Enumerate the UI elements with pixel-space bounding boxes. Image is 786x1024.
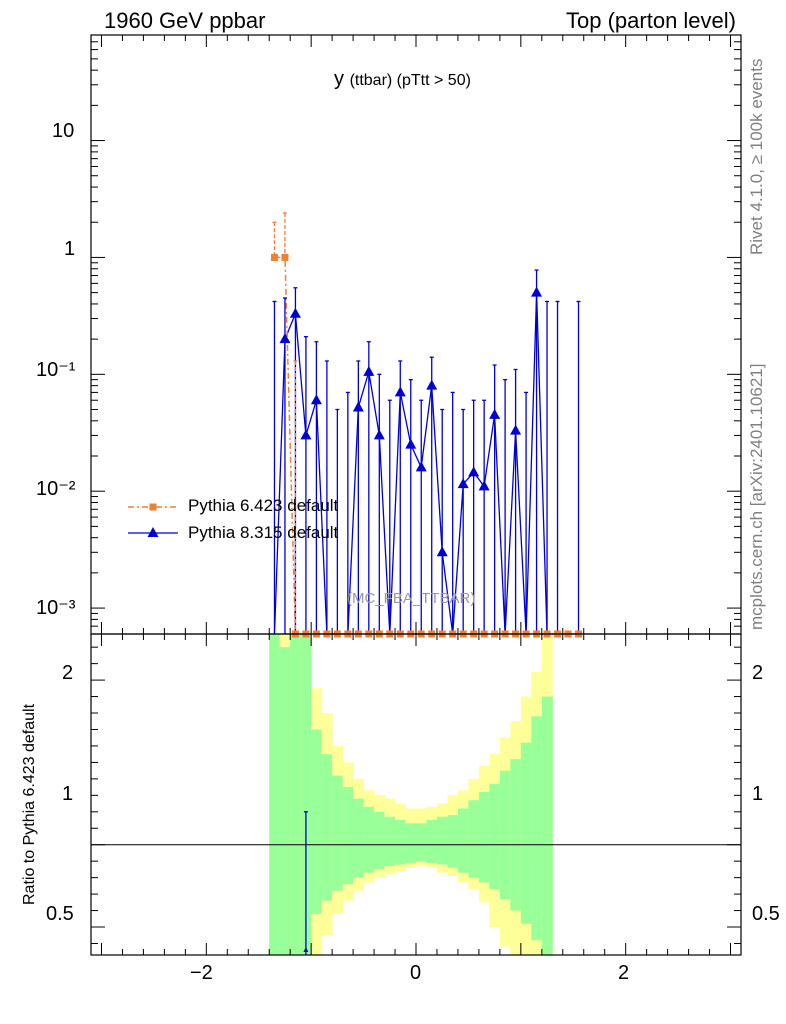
energy-header: 1960 GeV ppbar — [104, 8, 265, 34]
ratio-band-inner-bin — [416, 823, 427, 861]
process-header: Top (parton level) — [566, 8, 736, 34]
pythia8-marker — [290, 308, 301, 318]
y-tick-label: 10 — [52, 120, 74, 143]
series-line-pythia8 — [275, 293, 579, 634]
x-tick-label: 2 — [618, 962, 629, 985]
pythia8-marker — [489, 409, 500, 419]
plot-title: y (ttbar) (pTtt > 50) — [334, 68, 471, 91]
legend-marker-pythia8 — [148, 527, 159, 537]
legend-entry-pythia6: Pythia 6.423 default — [188, 496, 338, 516]
ratio-band-inner-bin — [280, 647, 291, 955]
pythia6-marker — [281, 254, 288, 261]
ratio-band-inner-bin — [458, 808, 469, 872]
pythia8-marker — [353, 402, 364, 412]
pythia8-marker — [300, 429, 311, 439]
ratio-band-inner-bin — [311, 729, 322, 913]
chart-canvas — [0, 0, 786, 1024]
series-line-pythia6 — [275, 257, 579, 634]
analysis-watermark: (MC_FBA_TTBAR) — [347, 590, 475, 607]
ratio-band-inner-bin — [437, 817, 448, 865]
ratio-band-inner-bin — [426, 820, 437, 863]
ratio-y-tick-label-right: 2 — [752, 662, 763, 685]
ratio-band-inner-bin — [479, 792, 490, 883]
ratio-y-tick-label: 0.5 — [46, 903, 74, 926]
y-tick-label: 10⁻¹ — [36, 357, 75, 382]
rivet-version-label: Rivet 4.1.0, ≥ 100k events — [747, 59, 767, 255]
pythia8-marker — [279, 333, 290, 343]
y-tick-label: 1 — [64, 238, 75, 261]
ratio-band-inner-bin — [385, 817, 396, 866]
legend-marker-pythia6 — [150, 504, 157, 511]
pythia8-marker — [416, 461, 427, 471]
ratio-band-inner-bin — [531, 716, 542, 940]
ratio-band-inner-bin — [353, 799, 364, 878]
pythia8-marker — [531, 287, 542, 297]
y-tick-label: 10⁻² — [36, 476, 75, 501]
ratio-y-tick-label-right: 1 — [752, 783, 763, 806]
pythia8-marker — [395, 386, 406, 396]
main-panel-plot — [271, 213, 582, 638]
ratio-panel-frame — [91, 634, 741, 955]
pythia8-marker — [437, 546, 448, 556]
ratio-band-inner-bin — [500, 771, 511, 899]
pythia8-marker — [311, 394, 322, 404]
ratio-band-inner-bin — [322, 754, 333, 901]
ratio-band-inner-bin — [332, 776, 343, 891]
ratio-band-inner-bin — [542, 697, 553, 955]
ratio-band-inner-bin — [489, 784, 500, 889]
plot-title-sub: (ttbar) (pTtt > 50) — [350, 72, 471, 89]
y-tick-label: 10⁻³ — [36, 595, 75, 620]
mcplots-url-label: mcplots.cern.ch [arXiv:2401.10621] — [747, 364, 767, 630]
ratio-band-inner-bin — [406, 823, 417, 863]
x-tick-label: 0 — [410, 962, 421, 985]
pythia8-marker — [426, 380, 437, 390]
legend-markers — [128, 504, 178, 538]
ratio-band-inner-bin — [269, 634, 280, 955]
x-tick-label: −2 — [190, 962, 213, 985]
plot-title-main: y — [334, 68, 344, 90]
ratio-y-axis-label: Ratio to Pythia 6.423 default — [21, 704, 39, 905]
ratio-y-tick-label: 1 — [62, 783, 73, 806]
pythia6-marker — [271, 254, 278, 261]
legend-entry-pythia8: Pythia 8.315 default — [188, 523, 338, 543]
ratio-band-inner-bin — [395, 820, 406, 864]
ratio-band-inner-bin — [343, 787, 354, 884]
ratio-band-inner-bin — [510, 759, 521, 910]
ratio-band-inner-bin — [364, 807, 375, 873]
ratio-band-inner-bin — [521, 743, 532, 924]
pythia8-marker — [468, 466, 479, 476]
main-panel-frame — [91, 35, 741, 634]
ratio-band-inner-bin — [447, 815, 458, 868]
pythia8-marker — [405, 439, 416, 449]
pythia8-marker — [363, 366, 374, 376]
pythia8-marker — [374, 429, 385, 439]
ratio-y-tick-label-right: 0.5 — [752, 903, 780, 926]
ratio-band-inner-bin — [468, 800, 479, 877]
pythia8-marker — [510, 425, 521, 435]
ratio-band-inner-bin — [374, 812, 385, 870]
ratio-uncertainty-band — [91, 634, 741, 955]
ratio-y-tick-label: 2 — [62, 662, 73, 685]
ratio-band-inner-bin — [290, 634, 301, 955]
